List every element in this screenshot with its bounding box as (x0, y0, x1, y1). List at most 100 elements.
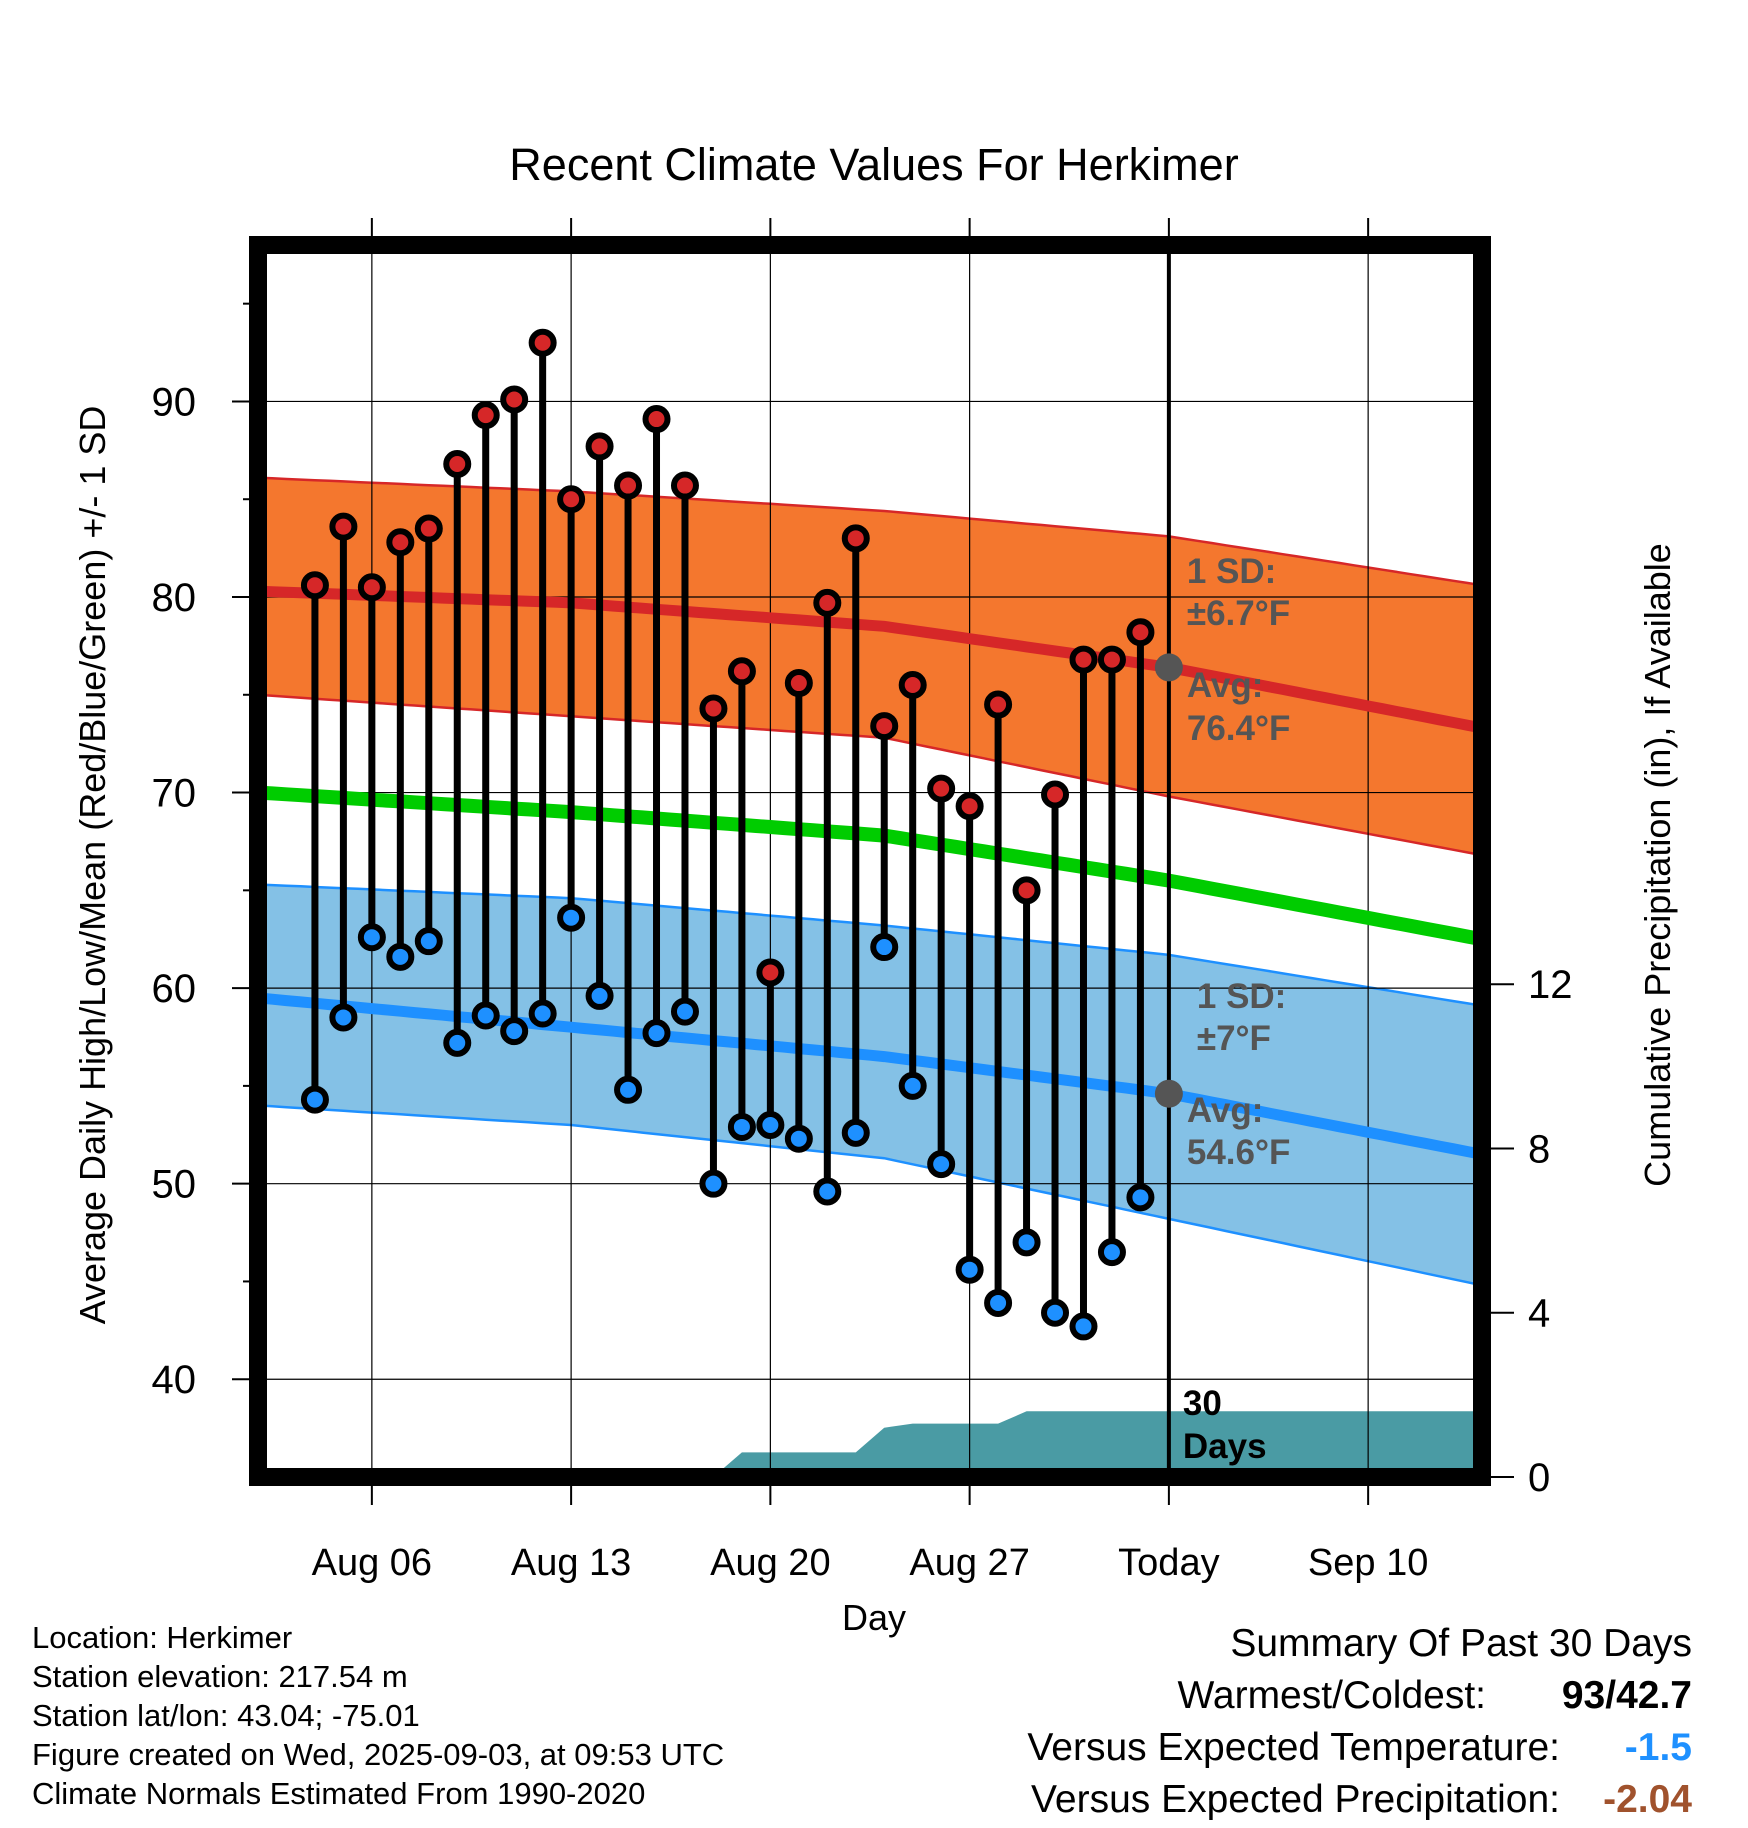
daily-low-point (1012, 1228, 1041, 1257)
daily-high-point (386, 528, 415, 557)
daily-low-point (927, 1150, 956, 1179)
info-elevation: Station elevation: 217.54 m (32, 1659, 408, 1694)
summary-warmest-coldest: Warmest/Coldest: 93/42.7 (1027, 1670, 1692, 1722)
y-left-tick-label: 90 (152, 380, 197, 424)
today-high-avg-marker (1154, 653, 1183, 682)
low-sd-label: 1 SD: (1197, 977, 1286, 1016)
low-sd-lower-line (257, 1104, 1483, 1287)
y-left-tick-label: 70 (152, 772, 197, 816)
daily-high-point (699, 694, 728, 723)
x-tick-label: Aug 20 (710, 1542, 830, 1584)
y-left-tick-label: 50 (152, 1163, 197, 1207)
daily-low-point (898, 1071, 927, 1100)
summary-temp: Versus Expected Temperature: -1.5 (1027, 1722, 1692, 1774)
low-avg-line (257, 992, 1484, 1160)
daily-low-point (585, 981, 614, 1010)
daily-low-point (557, 903, 586, 932)
daily-high-point (329, 512, 358, 541)
low-sd-value: ±7°F (1197, 1019, 1271, 1058)
low-avg-label: Avg: (1187, 1091, 1263, 1130)
summary-precip: Versus Expected Precipitation: -2.04 (1027, 1774, 1692, 1826)
low-sd-upper-line (257, 883, 1483, 1007)
daily-high-point (642, 405, 671, 434)
daily-high-point (500, 385, 529, 414)
daily-high-point (784, 669, 813, 698)
daily-high-point (414, 514, 443, 543)
y-axis-label-left: Average Daily High/Low/Mean (Red/Blue/Gr… (72, 406, 113, 1325)
high-sd-upper-line (257, 476, 1483, 587)
info-latlon: Station lat/lon: 43.04; -75.01 (32, 1698, 420, 1733)
y-left-tick-label: 40 (152, 1358, 197, 1402)
today-low-avg-marker (1154, 1079, 1183, 1108)
daily-high-point (841, 524, 870, 553)
daily-low-point (329, 1003, 358, 1032)
precip-label: Versus Expected Precipitation: (1031, 1778, 1560, 1821)
low-avg-value: 54.6°F (1187, 1133, 1291, 1172)
info-normals: Climate Normals Estimated From 1990-2020 (32, 1776, 646, 1811)
daily-high-point (1069, 645, 1098, 674)
daily-low-point (670, 997, 699, 1026)
station-info: Location: Herkimer Station elevation: 21… (32, 1618, 724, 1813)
warmest-value: 93 (1561, 1674, 1606, 1717)
high-sd-value: ±6.7°F (1187, 594, 1290, 633)
daily-high-point (1097, 645, 1126, 674)
high-avg-label: Avg: (1187, 666, 1263, 705)
y-left-tick-label: 80 (152, 576, 197, 620)
x-tick-label: Aug 13 (511, 1542, 631, 1584)
daily-low-point (1041, 1298, 1070, 1327)
daily-high-point (1126, 618, 1155, 647)
daily-high-point (357, 573, 386, 602)
daily-low-point (528, 999, 557, 1028)
plot-frame (249, 236, 1491, 1486)
high-sd-lower-line (257, 693, 1483, 857)
daily-high-point (300, 571, 329, 600)
daily-high-point (1041, 780, 1070, 809)
y-left-tick-label: 60 (152, 967, 197, 1011)
daily-low-point (357, 923, 386, 952)
info-location: Location: Herkimer (32, 1620, 293, 1655)
daily-high-point (984, 690, 1013, 719)
daily-low-point (614, 1075, 643, 1104)
warmest-coldest-separator: / (1605, 1674, 1617, 1717)
x-tick-label: Today (1118, 1542, 1219, 1584)
daily-high-point (528, 328, 557, 357)
daily-low-point (727, 1112, 756, 1141)
summary-panel: Summary Of Past 30 Days Warmest/Coldest:… (1027, 1618, 1692, 1826)
coldest-value: 42.7 (1616, 1674, 1692, 1717)
daily-low-point (841, 1118, 870, 1147)
daily-low-point (955, 1255, 984, 1284)
y-right-tick-label: 8 (1528, 1127, 1550, 1171)
daily-high-point (927, 774, 956, 803)
x-tick-label: Aug 27 (909, 1542, 1029, 1584)
daily-low-point (300, 1085, 329, 1114)
daily-low-point (414, 927, 443, 956)
daily-high-point (443, 450, 472, 479)
temp-label: Versus Expected Temperature: (1027, 1726, 1560, 1769)
daily-low-point (1069, 1312, 1098, 1341)
daily-low-point (984, 1288, 1013, 1317)
daily-high-point (471, 401, 500, 430)
daily-low-point (784, 1124, 813, 1153)
info-created: Figure created on Wed, 2025-09-03, at 09… (32, 1737, 725, 1772)
daily-high-point (955, 792, 984, 821)
high-sd-label: 1 SD: (1187, 552, 1276, 591)
precip-period-number: 30 (1183, 1384, 1222, 1423)
high-avg-value: 76.4°F (1187, 709, 1291, 748)
daily-low-point (756, 1111, 785, 1139)
chart-title: Recent Climate Values For Herkimer (509, 139, 1238, 190)
daily-low-point (386, 942, 415, 971)
daily-high-point (727, 657, 756, 686)
precip-value: -2.04 (1603, 1778, 1692, 1821)
daily-low-point (500, 1017, 529, 1046)
daily-high-point (813, 588, 842, 617)
y-right-tick-label: 12 (1528, 963, 1573, 1007)
daily-low-point (642, 1019, 671, 1048)
precip-area (258, 1411, 1482, 1477)
y-right-tick-label: 0 (1528, 1456, 1550, 1500)
temp-value: -1.5 (1624, 1726, 1692, 1769)
high-avg-line (257, 585, 1484, 734)
x-tick-label: Sep 10 (1308, 1542, 1428, 1584)
y-axis-label-right: Cumulative Precipitation (in), If Availa… (1637, 543, 1678, 1187)
